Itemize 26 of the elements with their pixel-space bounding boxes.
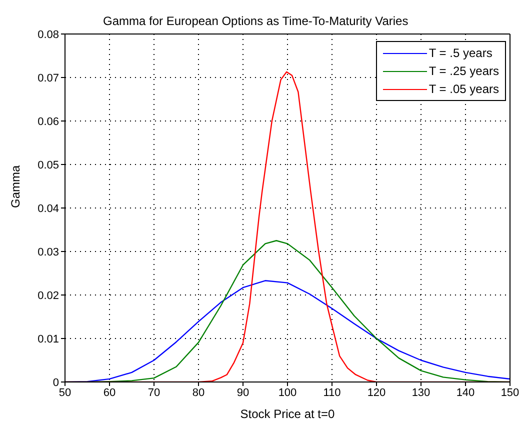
x-tick-label: 90 bbox=[236, 386, 250, 399]
legend-label: T = .25 years bbox=[428, 63, 499, 80]
x-tick-label: 50 bbox=[58, 386, 72, 399]
y-tick-label: 0.04 bbox=[38, 202, 59, 215]
x-tick-label: 80 bbox=[192, 386, 205, 399]
y-tick-label: 0.08 bbox=[38, 28, 59, 41]
x-tick-label: 70 bbox=[148, 386, 160, 399]
x-tick-label: 60 bbox=[103, 386, 116, 399]
chart-title: Gamma for European Options as Time-To-Maturity Varies bbox=[102, 14, 410, 28]
legend-label: T = .05 years bbox=[428, 81, 499, 98]
x-tick-label: 130 bbox=[412, 386, 430, 399]
y-tick-label: 0.02 bbox=[38, 290, 59, 302]
y-tick-label: 0.07 bbox=[38, 72, 59, 84]
x-tick-label: 120 bbox=[367, 386, 386, 399]
y-axis-title: Gamma bbox=[8, 165, 22, 208]
y-tick-label: 0.05 bbox=[38, 159, 59, 172]
x-tick-label: 100 bbox=[278, 386, 297, 399]
legend-label: T = .5 years bbox=[428, 45, 492, 62]
x-tick-label: 110 bbox=[323, 386, 341, 399]
x-axis-title: Stock Price at t=0 bbox=[240, 407, 336, 421]
x-tick-label: 140 bbox=[456, 386, 475, 399]
y-tick-label: 0.03 bbox=[38, 246, 59, 258]
y-tick-label: 0.01 bbox=[38, 333, 59, 346]
y-tick-label: 0 bbox=[52, 376, 59, 389]
y-tick-label: 0.06 bbox=[38, 116, 59, 128]
x-tick-label: 150 bbox=[500, 386, 520, 399]
